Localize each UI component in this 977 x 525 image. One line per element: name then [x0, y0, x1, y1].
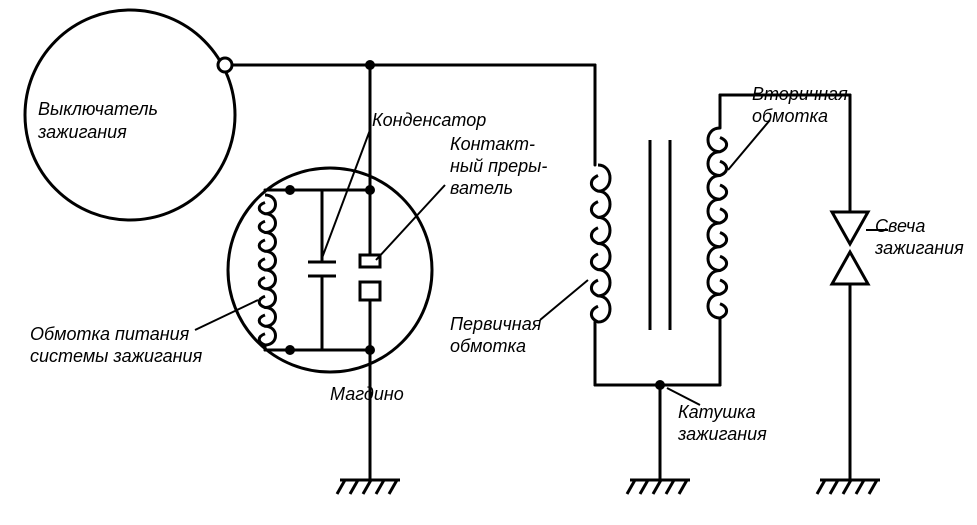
label-ignition-switch-1: Выключатель — [38, 99, 158, 119]
label-supply-1: Обмотка питания — [30, 324, 190, 344]
contact-breaker — [360, 255, 380, 300]
label-primary-1: Первичная — [450, 314, 542, 334]
label-breaker-3: ватель — [450, 178, 513, 198]
ground-1 — [337, 480, 400, 494]
wires — [232, 65, 850, 480]
label-breaker-1: Контакт- — [450, 134, 535, 154]
label-spark-1: Свеча — [875, 216, 925, 236]
label-coil-1: Катушка — [678, 402, 756, 422]
label-supply-2: системы зажигания — [30, 346, 203, 366]
ground-3 — [817, 480, 880, 494]
switch-terminal — [218, 58, 232, 72]
spark-plug — [832, 212, 868, 284]
coil-core — [650, 140, 670, 330]
label-secondary-2: обмотка — [752, 106, 828, 126]
label-breaker-2: ный преры- — [450, 156, 547, 176]
label-coil-2: зажигания — [677, 424, 767, 444]
capacitor — [308, 262, 336, 276]
label-primary-2: обмотка — [450, 336, 526, 356]
label-spark-2: зажигания — [874, 238, 964, 258]
supply-coil — [259, 195, 275, 345]
secondary-coil — [708, 128, 727, 318]
ignition-circuit-diagram: Выключатель зажигания Конденсатор Контак… — [0, 0, 977, 525]
label-secondary-1: Вторичная — [752, 84, 848, 104]
ground-2 — [627, 480, 690, 494]
primary-coil — [591, 165, 610, 322]
label-magdyno: Магдино — [330, 384, 404, 404]
labels: Выключатель зажигания Конденсатор Контак… — [30, 84, 964, 444]
label-ignition-switch-2: зажигания — [37, 122, 127, 142]
label-capacitor: Конденсатор — [372, 110, 486, 130]
